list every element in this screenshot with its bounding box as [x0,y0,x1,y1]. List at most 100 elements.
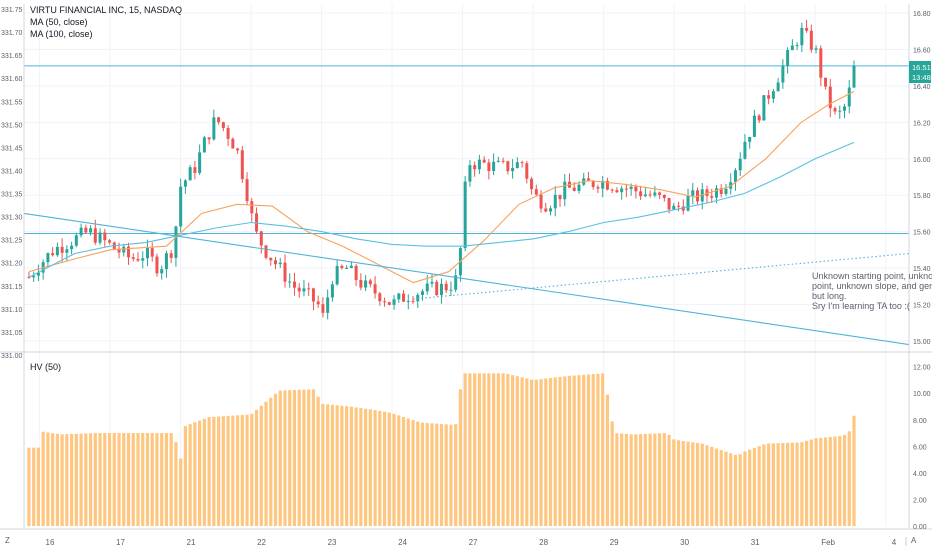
candle-body [771,91,775,99]
left-price-tick: 331.05 [1,330,23,337]
hv-bar [340,405,344,526]
candle-body [217,117,221,123]
right-price-tick: 16.60 [913,48,931,55]
left-price-tick: 331.50 [1,122,23,129]
candle-body [563,181,567,200]
candle-body [430,281,434,284]
hv-bar [174,442,178,526]
auto-scale-icon[interactable]: A [911,536,917,545]
candle-body [691,190,695,196]
candle-body [838,110,842,112]
hv-bar [814,438,818,526]
left-price-tick: 331.55 [1,99,23,106]
candle-body [292,281,296,288]
hv-tick: 0.00 [913,524,927,531]
annotation-line: Sry I'm learning TA too :( [812,301,910,311]
hv-tick: 12.00 [913,365,931,372]
annotation-line: point, unknown slope, and general direct… [812,281,932,291]
left-price-tick: 331.70 [1,30,23,37]
hv-bar [378,410,382,526]
hv-bar [430,423,434,526]
candle-body [420,291,424,295]
candle-body [743,141,747,159]
hv-bar [131,433,135,526]
left-price-tick: 331.65 [1,53,23,60]
right-price-tick: 15.40 [913,266,931,273]
ma50-legend[interactable]: MA (50, close) [30,17,88,27]
hv-bar [411,420,415,526]
hv-bar [449,424,453,526]
hv-bar [297,389,301,526]
candle-body [55,246,59,256]
candle-body [169,253,173,258]
hv-bar [359,408,363,526]
candle-body [340,265,344,268]
timezone-icon[interactable]: Z [5,536,10,545]
candle-body [752,115,756,137]
hv-bar [539,379,543,526]
left-price-tick: 331.15 [1,284,23,291]
hv-bar [477,373,481,526]
candle-body [397,293,401,300]
candle-body [643,194,647,197]
hv-bar [141,433,145,526]
hv-legend[interactable]: HV (50) [30,362,61,372]
time-tick: 30 [680,538,689,547]
candle-body [373,284,377,294]
hv-bar [65,434,69,526]
candle-body [629,186,633,189]
hv-bar [401,416,406,526]
time-tick: 27 [469,538,478,547]
last-price-tag: 16.51 13:48 [909,61,931,83]
hv-bar [84,433,88,526]
ma100-line [28,141,855,278]
hv-bar [335,405,339,526]
annotation-note[interactable]: Unknown starting point, unknown ending p… [812,271,932,311]
hv-bar [672,439,676,526]
hv-bar [382,411,387,526]
candle-body [525,163,529,179]
candle-body [786,50,790,66]
candle-body [51,253,55,256]
candle-body [710,196,714,198]
hv-bar [454,424,458,526]
hv-bar [183,425,188,526]
hv-bar [198,420,202,526]
hv-bar [776,443,780,526]
candle-body [733,170,737,183]
left-price-tick: 331.40 [1,168,23,175]
hv-bar [786,442,790,526]
candle-body [449,289,453,291]
hv-bar [103,433,107,526]
hv-tick: 6.00 [913,444,927,451]
hv-bar [501,373,505,526]
hv-bar [790,442,794,526]
candle-body [781,65,785,83]
time-tick: 21 [187,538,196,547]
hv-bar [240,415,244,526]
candle-body [634,186,638,192]
hv-bar [686,441,690,526]
left-price-tick: 331.10 [1,307,23,314]
candle-body [686,195,690,211]
candle-body [596,186,600,189]
hv-bar [302,389,306,526]
candle-body [212,117,216,140]
candle-body [605,180,609,190]
candle-body [141,258,145,261]
left-price-tick: 331.60 [1,76,23,83]
candle-body [681,206,685,211]
candle-body [316,301,320,305]
hv-bar [525,378,529,526]
left-price-tick: 331.20 [1,261,23,268]
candle-body [586,178,590,182]
left-price-tick: 331.25 [1,238,23,245]
ma100-legend[interactable]: MA (100, close) [30,29,93,39]
hv-bar [387,412,391,526]
candle-body [240,150,244,180]
candle-body [84,227,88,233]
price-tag-time: 13:48 [912,73,931,82]
hv-bar [354,407,358,526]
hv-bar [217,416,221,526]
candle-body [65,249,69,253]
